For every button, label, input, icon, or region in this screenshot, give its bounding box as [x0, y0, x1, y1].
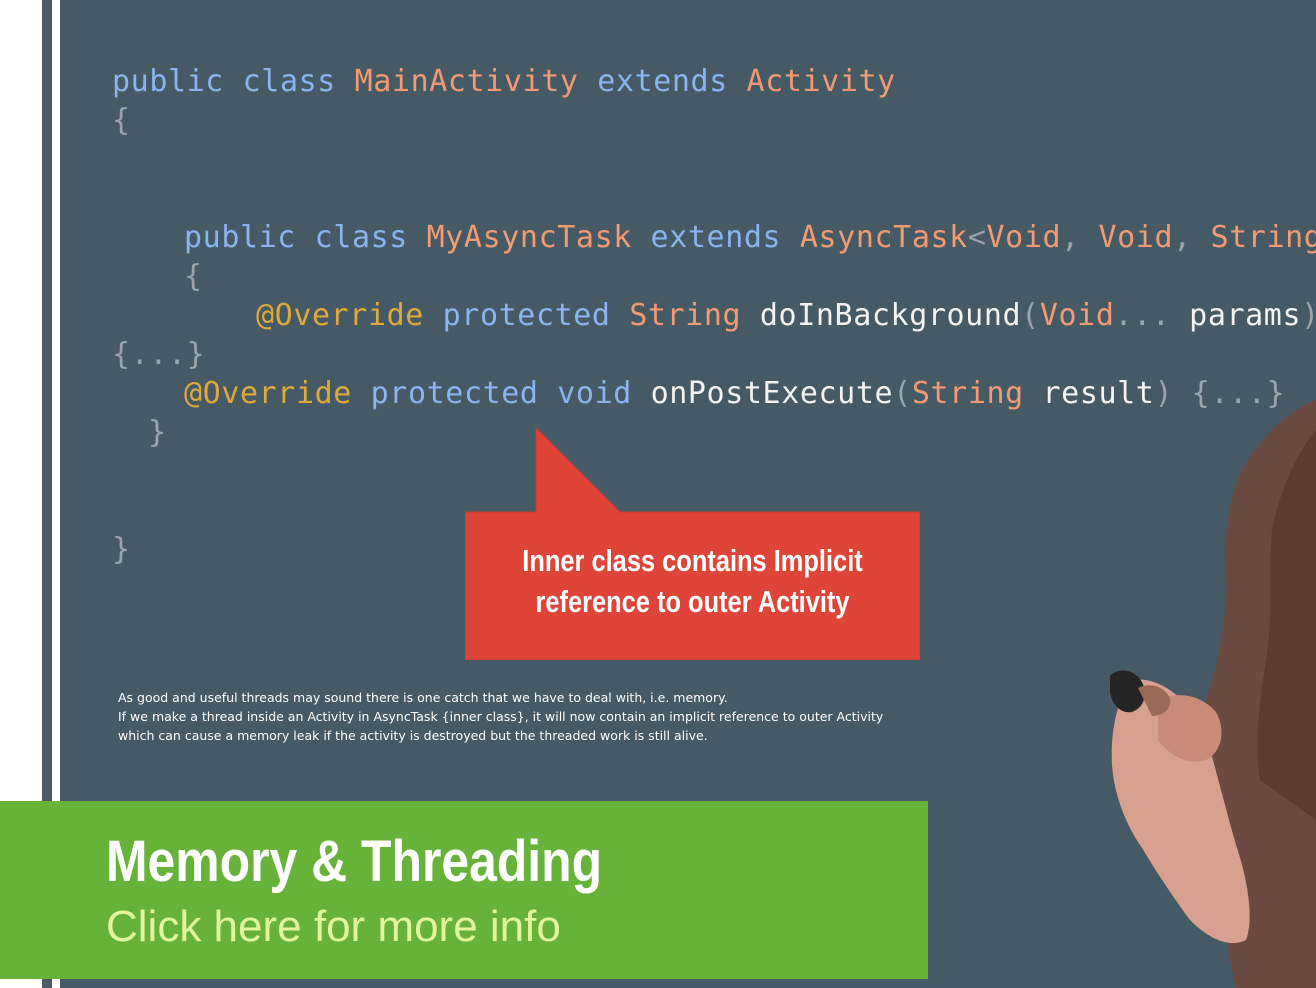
code-line-6: {...}	[112, 337, 206, 372]
code-block: public class MainActivity extends Activi…	[60, 0, 1316, 800]
left-gap	[52, 0, 60, 988]
code-line-7: @Override protected void onPostExecute(S…	[184, 376, 1286, 411]
caption-text: As good and useful threads may sound the…	[118, 690, 884, 743]
callout-box: Inner class contains Implicit reference …	[465, 428, 920, 660]
code-line-4: {	[184, 259, 203, 294]
code-line-2: {	[112, 103, 131, 138]
more-info-link[interactable]: Click here for more info	[106, 902, 561, 951]
callout-text: Inner class contains Implicit reference …	[522, 543, 863, 619]
presenter-image	[1110, 400, 1316, 988]
callout-shape	[465, 428, 920, 660]
code-line-9: }	[112, 532, 131, 567]
info-banner[interactable]	[0, 801, 928, 979]
banner-title: Memory & Threading	[106, 829, 603, 894]
left-border-bar	[42, 0, 52, 988]
code-line-1: public class MainActivity extends Activi…	[112, 64, 896, 99]
code-line-8: }	[148, 415, 167, 450]
code-line-5: @Override protected String doInBackgroun…	[256, 298, 1316, 333]
code-line-3: public class MyAsyncTask extends AsyncTa…	[184, 220, 1316, 255]
